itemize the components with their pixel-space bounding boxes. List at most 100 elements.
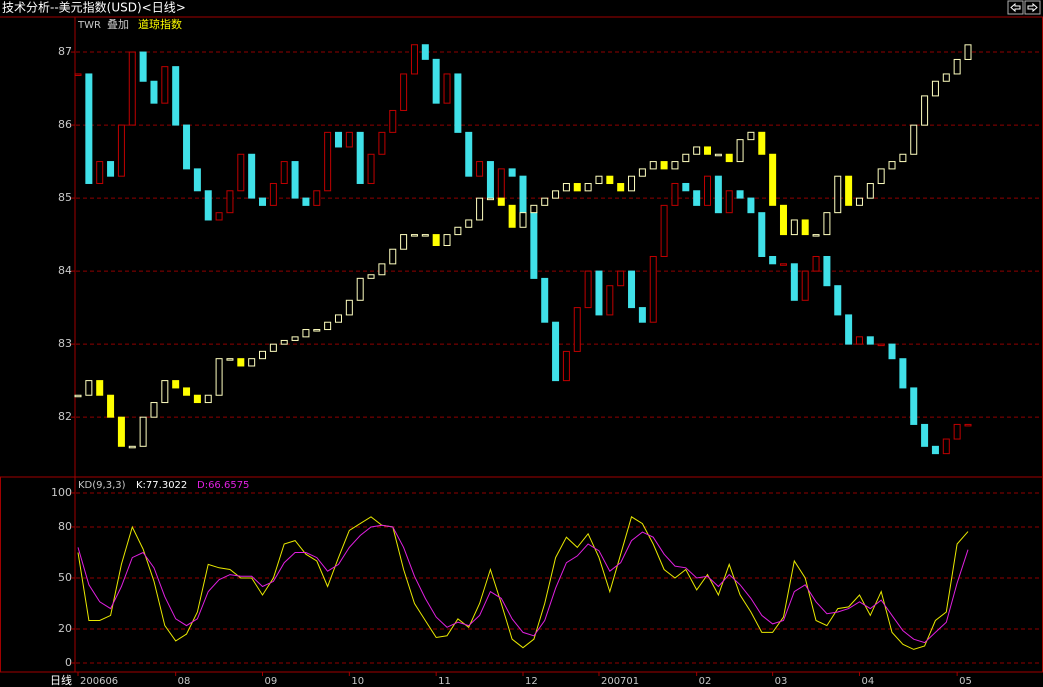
up-bar	[497, 168, 505, 199]
up-bar	[899, 153, 907, 163]
up-bar	[248, 358, 256, 367]
down-bar	[758, 212, 766, 257]
up-bar	[443, 234, 451, 246]
y-tick-label: 80	[58, 520, 72, 533]
down-bar	[356, 131, 364, 184]
down-bar	[628, 270, 636, 309]
x-tick-label: 08	[178, 676, 191, 687]
up-bar	[671, 161, 679, 170]
up-bar	[704, 175, 712, 206]
y-tick-label: 50	[58, 571, 72, 584]
down-bar	[302, 197, 310, 206]
down-bar	[497, 197, 505, 206]
down-bar	[150, 80, 158, 104]
up-bar	[215, 212, 223, 221]
down-bar	[172, 380, 180, 389]
down-bar	[183, 387, 191, 396]
up-bar	[877, 343, 885, 347]
down-bar	[259, 197, 267, 206]
down-bar	[237, 358, 245, 367]
down-bar	[704, 146, 712, 155]
up-bar	[714, 153, 722, 157]
back-icon	[1010, 2, 1021, 13]
up-bar	[584, 270, 592, 309]
forward-icon	[1027, 2, 1038, 13]
down-bar	[508, 168, 516, 177]
down-bar	[96, 380, 104, 396]
up-bar	[562, 183, 570, 192]
y-tick-label: 83	[58, 337, 72, 350]
x-tick-label: 04	[861, 676, 874, 687]
up-bar	[280, 161, 288, 184]
up-bar	[790, 219, 798, 236]
down-bar	[769, 153, 777, 206]
down-bar	[139, 51, 147, 82]
up-bar	[628, 175, 636, 192]
overlay-series-label: 道琼指数	[138, 17, 182, 31]
down-bar	[725, 153, 733, 163]
up-bar	[964, 423, 972, 427]
down-bar	[682, 182, 690, 192]
x-tick-label: 200701	[601, 676, 639, 687]
down-bar	[606, 175, 614, 185]
up-bar	[410, 234, 418, 237]
series-label: TWR	[77, 20, 101, 31]
up-bar	[345, 131, 353, 148]
up-bar	[421, 234, 429, 237]
up-bar	[85, 380, 93, 396]
up-bar	[552, 190, 560, 199]
up-bar	[541, 197, 549, 206]
up-bar	[324, 131, 332, 192]
down-bar	[921, 423, 929, 447]
down-bar	[779, 204, 787, 236]
up-bar	[801, 270, 809, 301]
down-bar	[910, 387, 918, 425]
down-bar	[172, 66, 180, 126]
up-bar	[324, 321, 332, 331]
down-bar	[291, 161, 299, 199]
up-bar	[476, 197, 484, 221]
x-tick-label: 05	[959, 676, 972, 687]
up-bar	[649, 255, 657, 323]
down-bar	[736, 190, 744, 199]
line-k	[77, 516, 969, 650]
forward-button[interactable]	[1024, 0, 1041, 15]
down-bar	[790, 263, 798, 301]
down-bar	[117, 416, 125, 447]
x-tick-label: 10	[351, 676, 364, 687]
x-tick-label: 200606	[80, 676, 118, 687]
up-bar	[226, 358, 234, 361]
up-bar	[606, 285, 614, 316]
up-bar	[400, 234, 408, 250]
up-bar	[747, 131, 755, 141]
up-bar	[367, 274, 375, 279]
y-tick-label: 84	[58, 264, 72, 277]
up-bar	[280, 339, 288, 345]
back-button[interactable]	[1007, 0, 1024, 15]
x-tick-label: 03	[775, 676, 788, 687]
y-tick-label: 82	[58, 410, 72, 423]
up-bar	[150, 402, 158, 418]
x-axis-label: 日线	[50, 673, 72, 687]
up-bar	[931, 80, 939, 97]
down-bar	[747, 197, 755, 214]
up-bar	[866, 183, 874, 199]
up-bar	[389, 109, 397, 133]
y-tick-label: 0	[65, 656, 72, 669]
down-bar	[454, 73, 462, 133]
up-bar	[161, 66, 169, 104]
up-bar	[400, 73, 408, 111]
down-bar	[107, 394, 115, 418]
up-bar	[378, 263, 386, 276]
up-bar	[128, 51, 136, 126]
up-bar	[736, 139, 744, 163]
line-d	[77, 524, 969, 644]
indicator-title: KD(9,3,3)	[78, 480, 126, 491]
down-bar	[660, 161, 668, 170]
up-bar	[921, 95, 929, 126]
x-tick-label: 12	[525, 676, 538, 687]
up-bar	[617, 270, 625, 287]
down-bar	[714, 175, 722, 214]
up-bar	[855, 197, 863, 206]
down-bar	[193, 394, 201, 404]
